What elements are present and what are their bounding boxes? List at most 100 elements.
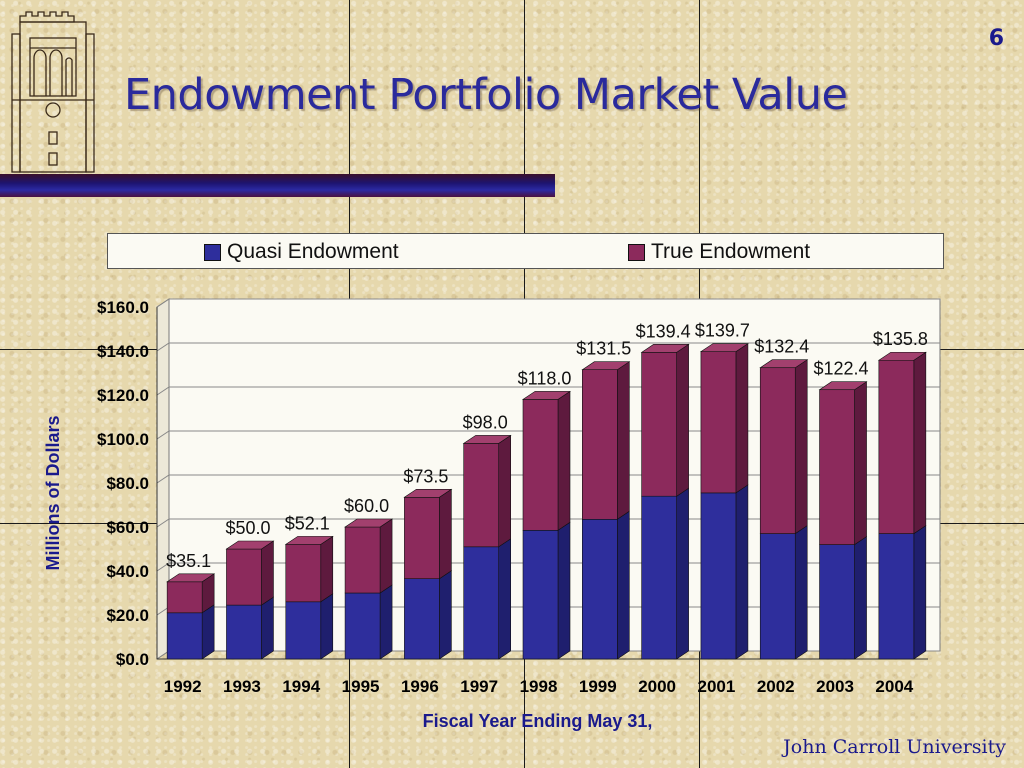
title-underline-bar <box>0 174 555 197</box>
legend-swatch-true <box>628 243 645 261</box>
y-tick-label: $40.0 <box>106 562 149 581</box>
y-tick-label: $140.0 <box>97 342 149 361</box>
y-axis-title: Millions of Dollars <box>43 415 63 570</box>
x-tick-label: 1994 <box>282 677 320 696</box>
bar-true-1994-side <box>320 535 334 603</box>
bar-true-1992-top <box>166 573 216 583</box>
bar-quasi-2002-side <box>794 525 808 660</box>
bar-quasi-2003 <box>819 544 855 660</box>
bar-true-2004-top <box>877 351 927 361</box>
data-label-1997: $98.0 <box>463 412 508 432</box>
footer-brand: John Carroll University <box>783 736 1006 758</box>
data-label-1996: $73.5 <box>403 466 448 486</box>
bar-quasi-1999 <box>582 518 618 660</box>
bar-quasi-2004 <box>878 533 915 660</box>
legend-label-quasi: Quasi Endowment <box>227 240 399 263</box>
y-tick-label: $20.0 <box>106 606 149 625</box>
data-label-1995: $60.0 <box>344 496 389 516</box>
bar-true-2000 <box>641 352 677 497</box>
bar-true-1998 <box>522 399 559 531</box>
bar-true-2003-side <box>854 381 867 546</box>
bar-true-1995 <box>344 526 381 594</box>
y-tick-label: $0.0 <box>116 650 149 669</box>
legend-item-true: True Endowment <box>628 240 810 264</box>
bar-true-2004 <box>878 359 915 534</box>
x-tick-label: 2004 <box>875 677 913 696</box>
bar-true-2003-top <box>818 381 868 391</box>
y-tick-label: $120.0 <box>97 386 149 405</box>
bar-true-2004-side <box>913 351 927 535</box>
university-tower-logo <box>8 8 98 177</box>
bar-quasi-1997-side <box>498 538 511 660</box>
data-label-1993: $50.0 <box>225 518 270 538</box>
bar-true-1993 <box>226 548 262 606</box>
bar-true-2001-side <box>735 343 749 494</box>
data-label-1992: $35.1 <box>166 551 211 571</box>
bar-quasi-1999-side <box>617 510 630 660</box>
bar-quasi-1992 <box>166 612 203 660</box>
x-tick-label: 1998 <box>520 677 558 696</box>
x-tick-label: 1996 <box>401 677 439 696</box>
bar-quasi-2002 <box>759 533 796 660</box>
data-label-2001: $139.7 <box>695 321 750 341</box>
bar-true-1995-top <box>344 518 394 528</box>
bar-true-1993-side <box>261 540 274 606</box>
bar-true-1997 <box>463 443 499 548</box>
bar-quasi-2003-side <box>854 536 867 660</box>
bar-true-2003 <box>819 389 855 545</box>
x-tick-label: 1995 <box>342 677 380 696</box>
chart-legend: Quasi Endowment True Endowment <box>107 233 944 269</box>
bar-quasi-2000-side <box>676 487 689 660</box>
legend-item-quasi: Quasi Endowment <box>204 240 399 264</box>
x-tick-label: 1999 <box>579 677 617 696</box>
bar-true-1992 <box>166 581 203 614</box>
bar-quasi-1996-side <box>439 570 452 660</box>
bar-true-1994-top <box>284 536 334 545</box>
bar-true-1995-side <box>379 518 393 594</box>
bar-true-1997-side <box>498 434 511 548</box>
bar-quasi-1993 <box>226 604 262 660</box>
bar-true-1996-side <box>439 488 452 580</box>
bar-true-1999-top <box>581 361 631 371</box>
bar-true-1998-top <box>522 391 571 400</box>
bar-true-1999-side <box>617 361 630 520</box>
bar-true-2000-top <box>640 344 690 353</box>
bar-quasi-2001 <box>700 492 737 660</box>
x-tick-label: 2000 <box>638 677 676 696</box>
bar-true-1996-top <box>403 488 453 498</box>
bar-true-1999 <box>582 369 618 520</box>
bar-true-1996 <box>404 496 440 579</box>
bar-quasi-2001-side <box>735 484 749 660</box>
bar-true-2002 <box>759 367 796 534</box>
y-tick-label: $100.0 <box>97 430 149 449</box>
y-tick-label: $60.0 <box>106 518 149 537</box>
gridline <box>156 298 940 308</box>
bar-quasi-1996 <box>404 578 440 660</box>
bar-true-1997-top <box>462 435 512 444</box>
bar-true-1998-side <box>557 390 571 531</box>
bar-quasi-1994 <box>285 601 322 660</box>
x-tick-label: 2003 <box>816 677 854 696</box>
bar-quasi-1998-side <box>557 521 571 660</box>
x-tick-label: 1997 <box>460 677 498 696</box>
x-tick-label: 2001 <box>698 677 736 696</box>
bar-quasi-2004-side <box>913 525 927 660</box>
bar-quasi-1992-side <box>201 604 215 660</box>
bar-quasi-1993-side <box>261 596 274 660</box>
bar-true-1993-top <box>225 540 275 550</box>
bar-quasi-1995 <box>344 592 381 660</box>
data-label-2002: $132.4 <box>754 337 809 357</box>
legend-swatch-quasi <box>204 243 221 261</box>
bar-quasi-1998 <box>522 529 559 660</box>
bar-true-2002-top <box>759 359 809 369</box>
x-tick-label: 1993 <box>223 677 261 696</box>
data-label-1994: $52.1 <box>285 513 330 533</box>
x-tick-label: 2002 <box>757 677 795 696</box>
legend-label-true: True Endowment <box>651 240 811 263</box>
bar-quasi-1994-side <box>320 593 334 660</box>
data-label-1999: $131.5 <box>576 339 631 359</box>
x-tick-label: 1992 <box>164 677 202 696</box>
slide-number: 6 <box>988 26 1004 51</box>
data-label-1998: $118.0 <box>518 368 572 388</box>
